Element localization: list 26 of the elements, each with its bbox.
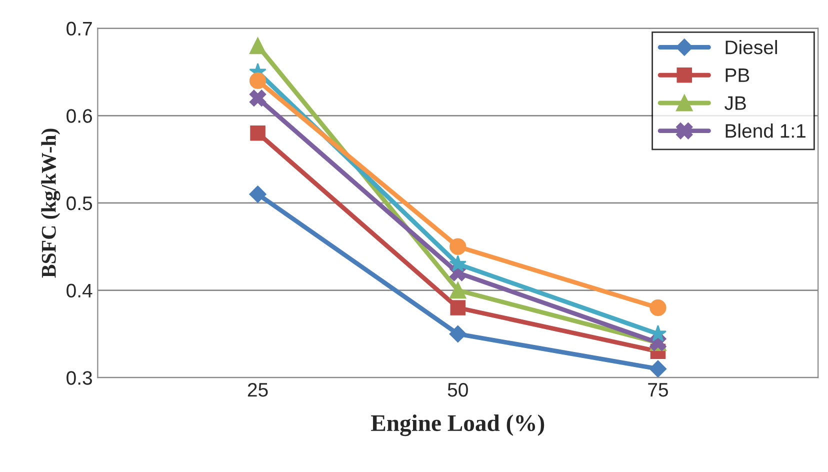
point xyxy=(250,125,266,141)
point xyxy=(449,325,466,342)
legend-label: Diesel xyxy=(726,40,777,54)
point xyxy=(249,90,266,107)
legend-label: PB xyxy=(726,68,750,82)
point xyxy=(249,37,266,54)
y-tick-label: 0.6 xyxy=(66,109,92,123)
point xyxy=(249,186,266,203)
y-tick-label: 0.3 xyxy=(66,371,92,385)
point xyxy=(450,238,466,255)
x-tick-label: 50 xyxy=(448,382,468,397)
x-axis-title: Engine Load (%) xyxy=(371,414,544,436)
point xyxy=(449,255,467,272)
y-axis-title: BSFC (kg/kW-h) xyxy=(41,128,60,278)
x-tick-label: 25 xyxy=(248,382,268,397)
y-tick-label: 0.4 xyxy=(66,284,92,298)
point xyxy=(649,360,667,378)
x-tick-label: 75 xyxy=(648,383,668,397)
point xyxy=(450,282,466,299)
point xyxy=(450,300,466,316)
legend-label: Blend 1:1 xyxy=(726,124,806,138)
y-tick-label: 0.5 xyxy=(66,196,92,210)
point xyxy=(249,72,266,90)
legend-label: JB xyxy=(724,96,746,110)
point xyxy=(650,299,666,316)
y-tick-label: 0.7 xyxy=(66,22,92,36)
